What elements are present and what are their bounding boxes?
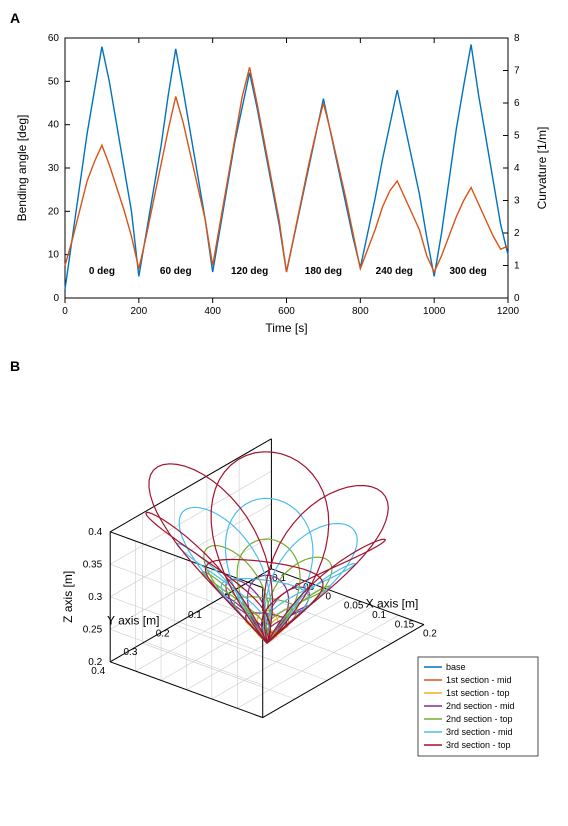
svg-text:Curvature [1/m]: Curvature [1/m] [535, 127, 549, 210]
svg-text:60: 60 [48, 33, 60, 44]
panel-b-chart: -0.1-0.0500.050.10.150.200.10.20.30.40.2… [10, 376, 558, 796]
svg-text:200: 200 [130, 306, 147, 317]
svg-text:7: 7 [514, 66, 520, 77]
svg-text:0.2: 0.2 [156, 629, 170, 640]
svg-text:0.4: 0.4 [88, 527, 102, 538]
svg-text:0: 0 [62, 306, 68, 317]
svg-text:5: 5 [514, 131, 520, 142]
panel-b-label: B [10, 358, 558, 374]
svg-text:0: 0 [53, 293, 59, 304]
svg-text:0.1: 0.1 [188, 610, 202, 621]
svg-text:3rd section - mid: 3rd section - mid [446, 727, 513, 737]
svg-text:0 deg: 0 deg [89, 266, 115, 277]
svg-text:4: 4 [514, 163, 520, 174]
svg-text:2nd section - mid: 2nd section - mid [446, 701, 515, 711]
svg-text:Y axis [m]: Y axis [m] [107, 613, 159, 627]
svg-text:Time [s]: Time [s] [265, 321, 307, 335]
svg-text:30: 30 [48, 163, 60, 174]
svg-text:8: 8 [514, 33, 520, 44]
svg-text:2nd section - top: 2nd section - top [446, 714, 513, 724]
svg-text:1st section - mid: 1st section - mid [446, 675, 512, 685]
svg-text:300 deg: 300 deg [450, 266, 487, 277]
svg-text:0.2: 0.2 [88, 657, 102, 668]
svg-text:400: 400 [204, 306, 221, 317]
svg-text:3rd section - top: 3rd section - top [446, 740, 511, 750]
svg-text:1200: 1200 [497, 306, 520, 317]
panel-a-chart: 0200400600800100012000102030405060012345… [10, 28, 558, 338]
svg-text:20: 20 [48, 206, 60, 217]
svg-text:0.1: 0.1 [372, 610, 386, 621]
svg-text:2: 2 [514, 228, 520, 239]
svg-text:Bending angle [deg]: Bending angle [deg] [15, 115, 29, 222]
svg-text:0.3: 0.3 [123, 647, 137, 658]
svg-text:1000: 1000 [423, 306, 446, 317]
svg-text:120 deg: 120 deg [231, 266, 268, 277]
svg-text:X axis [m]: X axis [m] [366, 597, 419, 611]
svg-text:0.2: 0.2 [423, 629, 437, 640]
svg-text:10: 10 [48, 250, 60, 261]
panel-a-label: A [10, 10, 558, 26]
svg-text:0.25: 0.25 [83, 624, 103, 635]
svg-text:240 deg: 240 deg [376, 266, 413, 277]
svg-text:0: 0 [325, 591, 331, 602]
svg-text:base: base [446, 662, 466, 672]
svg-text:50: 50 [48, 76, 60, 87]
svg-text:0.35: 0.35 [83, 559, 103, 570]
svg-text:3: 3 [514, 196, 520, 207]
svg-text:800: 800 [352, 306, 369, 317]
svg-text:600: 600 [278, 306, 295, 317]
svg-text:180 deg: 180 deg [305, 266, 342, 277]
svg-text:0.15: 0.15 [395, 619, 415, 630]
svg-text:6: 6 [514, 98, 520, 109]
svg-text:40: 40 [48, 120, 60, 131]
svg-text:0: 0 [514, 293, 520, 304]
svg-text:Z axis [m]: Z axis [m] [61, 571, 75, 623]
svg-text:1: 1 [514, 261, 520, 272]
svg-text:60 deg: 60 deg [160, 266, 192, 277]
svg-text:0.3: 0.3 [88, 592, 102, 603]
svg-text:1st section - top: 1st section - top [446, 688, 510, 698]
svg-text:0.05: 0.05 [344, 601, 364, 612]
